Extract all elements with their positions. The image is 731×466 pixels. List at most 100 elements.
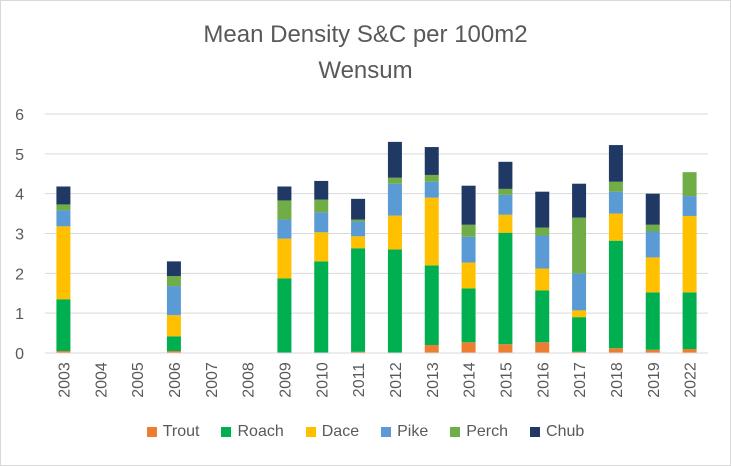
legend-swatch [146,427,157,437]
legend-label: Roach [237,423,284,440]
legend-label: Dace [321,423,360,440]
x-tick-label: 2009 [277,362,294,398]
legend-item-trout: Trout [146,423,200,441]
bar-segment-perch [645,224,660,232]
bar-segment-perch [166,276,181,287]
y-tick-label: 2 [15,266,24,283]
bar-segment-pike [572,273,587,311]
bars [56,141,697,353]
bar-segment-roach [535,290,550,343]
bar-segment-dace [424,197,439,266]
bar-segment-roach [682,292,697,350]
x-tick-label: 2019 [646,362,663,398]
bar-segment-roach [645,292,660,350]
bar-segment-dace [498,214,513,233]
x-tick-label: 2008 [241,362,258,398]
legend-item-chub: Chub [530,423,584,441]
bar-segment-dace [461,262,476,289]
bar-segment-chub [572,183,587,218]
bar-segment-pike [645,231,660,258]
legend-label: Chub [546,423,585,440]
x-tick-label: 2011 [351,363,368,398]
legend-label: Trout [162,423,200,440]
bar-segment-chub [608,145,623,182]
bar-segment-perch [682,172,697,197]
bar-segment-dace [351,236,366,249]
x-tick-label: 2006 [167,362,184,398]
bar-segment-dace [645,257,660,293]
legend-swatch [450,427,461,437]
x-tick-label: 2012 [388,362,405,398]
legend-swatch [221,427,232,437]
bar-segment-chub [166,261,181,277]
bar-segment-trout [682,349,697,353]
bar-segment-dace [682,215,697,293]
bar-segment-pike [277,219,292,239]
x-tick-label: 2003 [56,362,73,398]
bar-segment-perch [351,219,366,222]
chart-title: Mean Density S&C per 100m2 [203,21,528,48]
bar-segment-roach [351,248,366,352]
x-tick-label: 2017 [572,362,589,398]
bar-segment-perch [572,217,587,274]
x-tick-label: 2015 [498,362,515,398]
legend-item-roach: Roach [221,423,284,441]
bar-segment-chub [498,161,513,189]
bar-segment-chub [535,191,550,228]
bar-segment-perch [608,181,623,192]
bar-segment-pike [461,236,476,263]
bar-segment-dace [608,213,623,241]
x-tick-label: 2013 [425,362,442,398]
legend-swatch [305,427,316,437]
y-axis-tick-labels: 0 1 2 3 4 5 6 [15,107,24,363]
bar-segment-pike [682,196,697,216]
bar-segment-roach [572,317,587,352]
bar-segment-trout [645,349,660,353]
bar-segment-perch [498,188,513,195]
bar-segment-roach [56,299,71,352]
bar-segment-dace [277,238,292,279]
bar-segment-trout [166,351,181,353]
bar-segment-pike [56,210,71,227]
bar-segment-roach [424,265,439,346]
bar-segment-roach [461,288,476,343]
bar-segment-pike [351,221,366,237]
bar-segment-roach [608,240,623,349]
bar-segment-chub [56,186,71,205]
x-tick-label: 2007 [204,362,221,398]
legend-label: Pike [397,423,429,440]
bar-segment-pike [535,235,550,269]
bar-segment-trout [461,342,476,353]
legend-swatch [381,427,392,437]
bar-segment-trout [535,342,550,353]
bar-segment-perch [387,177,402,184]
legend-item-pike: Pike [381,423,428,441]
bar-segment-perch [277,200,292,220]
bar-segment-dace [166,315,181,337]
bar-segment-chub [314,180,329,200]
bar-segment-dace [535,268,550,291]
bar-segment-chub [277,186,292,201]
bar-segment-pike [498,194,513,215]
bar-segment-chub [424,147,439,175]
y-tick-label: 0 [15,346,24,363]
bar-segment-roach [166,336,181,352]
gridlines [45,113,708,314]
legend-item-perch: Perch [450,423,508,441]
bar-segment-trout [608,348,623,353]
bar-segment-pike [314,212,329,233]
y-tick-label: 5 [15,147,24,164]
bar-segment-dace [56,226,71,300]
bar-segment-trout [572,351,587,353]
bar-segment-chub [461,185,476,225]
bar-segment-perch [56,204,71,211]
bar-segment-perch [461,224,476,237]
bar-segment-perch [314,199,329,213]
bar-segment-pike [608,191,623,214]
bar-segment-trout [424,345,439,353]
x-tick-label: 2005 [130,362,147,398]
legend-item-dace: Dace [305,423,360,441]
x-tick-label: 2016 [535,362,552,398]
bar-segment-roach [277,278,292,353]
